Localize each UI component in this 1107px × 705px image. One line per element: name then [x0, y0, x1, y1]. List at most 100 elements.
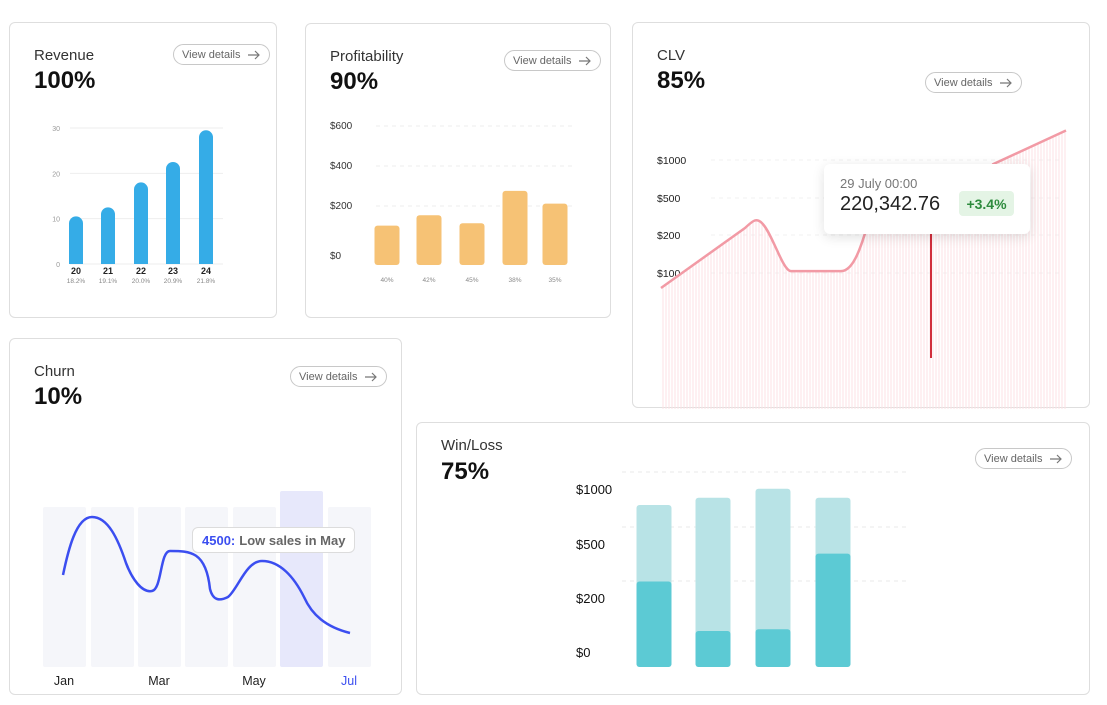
profitability-bar	[416, 215, 442, 265]
revenue-category-label: 23	[168, 266, 178, 276]
winloss-ytick-label: $200	[576, 591, 605, 606]
clv-tooltip-change-badge: +3.4%	[959, 191, 1014, 216]
clv-ytick-label: $1000	[657, 155, 686, 167]
winloss-title: Win/Loss	[441, 437, 503, 454]
revenue-chart: 0 10 20 30 20 18.2% 21 19.1% 22 20.0% 23 20.9% 24 21.…	[52, 126, 223, 285]
profitability-category-label: 42%	[422, 277, 435, 284]
revenue-category-label: 21	[103, 266, 113, 276]
revenue-category-sublabel: 18.2%	[67, 278, 86, 285]
profitability-category-label: 35%	[548, 277, 561, 284]
revenue-card: Revenue 100% View details 0 10 20 30 20 18.2%…	[9, 22, 277, 318]
revenue-ytick-label: 30	[52, 126, 60, 133]
profitability-card: Profitability 90% View details $0 $200 $40…	[305, 23, 611, 318]
winloss-bar-win	[636, 581, 672, 667]
profitability-title: Profitability	[330, 48, 404, 65]
revenue-ytick-label: 0	[56, 262, 60, 269]
winloss-card: Win/Loss 75% View details $0 $200 $500 $100…	[416, 422, 1090, 695]
revenue-category-label: 20	[71, 266, 81, 276]
winloss-ytick-label: $0	[576, 645, 590, 660]
revenue-bar	[69, 216, 83, 264]
churn-month-label: Jan	[54, 674, 74, 688]
profitability-category-label: 40%	[380, 277, 393, 284]
winloss-bar-win	[755, 629, 791, 667]
view-details-label: View details	[513, 54, 572, 67]
clv-tooltip-amount: 220,342.76	[840, 193, 941, 215]
churn-series-line	[61, 515, 351, 635]
clv-tooltip-date: 29 July 00:00	[840, 176, 918, 191]
revenue-bar-base	[101, 256, 115, 264]
profitability-ytick-label: $0	[330, 251, 342, 262]
revenue-value: 100%	[34, 67, 96, 94]
winloss-bar-total	[695, 497, 731, 667]
clv-ytick-label: $100	[657, 268, 681, 280]
churn-title: Churn	[34, 363, 75, 380]
churn-value: 10%	[34, 383, 83, 410]
clv-view-details-button[interactable]: View details	[925, 72, 1022, 93]
churn-card: Churn 10% View details Jan Mar May Jul 4500…	[9, 338, 402, 695]
churn-month-label: Jul	[341, 674, 357, 688]
churn-view-details-button[interactable]: View details	[290, 366, 387, 387]
revenue-category-sublabel: 21.8%	[197, 278, 216, 285]
profitability-bar	[459, 223, 485, 265]
arrow-right-icon	[999, 78, 1012, 87]
profitability-ytick-label: $400	[330, 161, 353, 172]
clv-card: CLV 85% View details $100 $200 $500 $1000 2…	[632, 22, 1090, 409]
profitability-bar	[374, 225, 400, 265]
churn-column	[91, 507, 134, 667]
arrow-right-icon	[1049, 454, 1062, 463]
winloss-ytick-label: $1000	[576, 482, 612, 497]
clv-value: 85%	[657, 67, 706, 94]
clv-title: CLV	[657, 47, 686, 64]
winloss-ytick-label: $500	[576, 537, 605, 552]
revenue-category-label: 24	[201, 266, 211, 276]
revenue-bar	[199, 130, 213, 264]
winloss-bar-win	[695, 631, 731, 667]
revenue-category-sublabel: 19.1%	[99, 278, 118, 285]
profitability-bar	[542, 203, 568, 265]
churn-column	[43, 507, 86, 667]
profitability-category-label: 38%	[508, 277, 521, 284]
revenue-category-label: 22	[136, 266, 146, 276]
revenue-bar	[166, 162, 180, 264]
profitability-view-details-button[interactable]: View details	[504, 50, 601, 71]
churn-annotation: 4500: Low sales in May	[192, 527, 356, 553]
revenue-category-sublabel: 20.0%	[132, 278, 151, 285]
arrow-right-icon	[364, 372, 377, 381]
revenue-bar	[101, 207, 115, 264]
winloss-bar-win	[815, 553, 851, 667]
clv-ytick-label: $200	[657, 230, 681, 242]
churn-column-highlight	[280, 491, 323, 667]
churn-chart: Jan Mar May Jul	[43, 491, 371, 688]
view-details-label: View details	[299, 370, 358, 383]
profitability-ytick-label: $200	[330, 201, 353, 212]
revenue-bar-base	[199, 256, 213, 264]
revenue-title: Revenue	[34, 47, 95, 64]
churn-column	[138, 507, 181, 667]
churn-month-label: Mar	[148, 674, 170, 688]
revenue-category-sublabel: 20.9%	[164, 278, 183, 285]
winloss-view-details-button[interactable]: View details	[975, 448, 1072, 469]
view-details-label: View details	[934, 76, 993, 89]
revenue-bar-base	[69, 256, 83, 264]
profitability-category-label: 45%	[465, 277, 478, 284]
clv-ytick-label: $500	[657, 193, 681, 205]
revenue-ytick-label: 20	[52, 171, 60, 178]
view-details-label: View details	[984, 452, 1043, 465]
revenue-bar-base	[166, 256, 180, 264]
profitability-ytick-label: $600	[330, 121, 353, 132]
arrow-right-icon	[578, 56, 591, 65]
winloss-value: 75%	[441, 458, 490, 485]
revenue-bar-base	[134, 256, 148, 264]
winloss-chart: $0 $200 $500 $1000	[576, 471, 907, 667]
churn-annotation-text: Low sales in May	[239, 532, 346, 548]
churn-annotation-value: 4500:	[202, 532, 236, 548]
profitability-value: 90%	[330, 68, 379, 95]
revenue-bar	[134, 182, 148, 264]
revenue-ytick-label: 10	[52, 217, 60, 224]
clv-tooltip: 29 July 00:00 220,342.76 +3.4%	[824, 164, 1030, 234]
view-details-label: View details	[182, 48, 241, 61]
profitability-chart: $0 $200 $400 $600 40% 42% 45% 38% 35%	[330, 121, 572, 284]
winloss-bar-total	[755, 488, 791, 667]
arrow-right-icon	[247, 50, 260, 59]
revenue-view-details-button[interactable]: View details	[173, 44, 270, 65]
